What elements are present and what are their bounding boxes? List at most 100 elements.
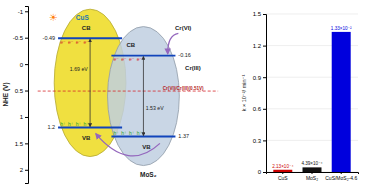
band-name: CB: [82, 25, 91, 31]
data-label: 1.33×10⁻²: [331, 26, 352, 31]
tick-mark: [25, 143, 28, 144]
tick-label: 2: [20, 167, 24, 173]
band-name: VB: [142, 144, 151, 150]
bar: [303, 167, 322, 172]
material-label: MoS₂: [140, 171, 157, 178]
grid: [266, 14, 358, 172]
electron: e⁻: [83, 39, 89, 45]
y-axis-title: NHE (V): [2, 82, 10, 106]
data-label: -0.49: [43, 35, 56, 41]
electron: e⁻: [68, 39, 74, 45]
plot-area: [273, 32, 350, 172]
tick-label: 1.5: [253, 11, 262, 17]
y-axis: -1 -0.5 0 0.5 1 1.5 2: [13, 7, 29, 184]
tick: 0: [258, 169, 266, 175]
gap-label: 1.53 eV: [146, 105, 164, 111]
tick-mark: [263, 77, 266, 78]
tick-mark: [25, 38, 28, 39]
data-label: 4.39×10⁻⁴: [301, 161, 322, 166]
tick-mark: [263, 14, 266, 15]
hole: h⁺: [129, 130, 135, 136]
tick: 1.5: [15, 141, 28, 147]
y-axis: 0 0.3 0.6 0.9 1.2 1.5: [253, 11, 267, 175]
tick-mark: [263, 46, 266, 47]
electron: e⁻: [114, 56, 120, 62]
tick-mark: [25, 64, 28, 65]
tick-mark: [263, 109, 266, 110]
band-name: VB: [82, 135, 91, 141]
tick: 1.2: [253, 43, 266, 49]
hole: h⁺: [76, 121, 82, 127]
transfer-arrow: [168, 33, 179, 53]
tick-mark: [263, 140, 266, 141]
gap-label: 1.69 eV: [70, 66, 88, 72]
tick-mark: [25, 170, 28, 171]
electron: e⁻: [121, 56, 127, 62]
data-label: -0.16: [178, 52, 191, 58]
tick-label: 1.2: [253, 43, 262, 49]
tick-label: 0: [258, 169, 262, 175]
tick-label: 0.3: [253, 138, 262, 144]
hole: h⁺: [83, 121, 89, 127]
electron: e⁻: [76, 39, 82, 45]
tick-mark: [25, 117, 28, 118]
tick-mark: [25, 91, 28, 92]
tick: 0.3: [253, 138, 266, 144]
tick-label: -0.5: [13, 35, 24, 41]
figure: -0.49 -0.16 1.2 1.37 CB CB VB VB e⁻ h⁺ e⁻ h⁺ e⁻ h⁺ e⁻ h…: [0, 0, 368, 189]
tick-label: 0.5: [15, 88, 24, 94]
chart-root: -0.49 -0.16 1.2 1.37 CB CB VB VB e⁻ h⁺ e⁻ h⁺ e⁻ h⁺ e⁻ h…: [0, 0, 368, 189]
hole: h⁺: [137, 130, 143, 136]
material-body: [108, 27, 180, 166]
tick: 1: [20, 114, 28, 120]
gap-arrow: [143, 57, 144, 136]
data-label: 1.2: [48, 124, 56, 130]
band-name: CB: [126, 42, 135, 48]
data-label: 2.13×10⁻⁴: [272, 164, 293, 169]
axis-line: [25, 7, 29, 184]
tick: 0: [20, 62, 28, 68]
data-label: 1.37: [178, 133, 189, 139]
tick-label: 1: [20, 114, 24, 120]
tick-mark: [25, 11, 28, 12]
tick-label: -1: [18, 9, 24, 15]
tick: 0.6: [253, 106, 266, 112]
gap-arrow: [90, 39, 91, 126]
sun: ☀: [49, 12, 58, 23]
tick-label: MoS₂: [306, 175, 318, 181]
hole: h⁺: [121, 130, 127, 136]
tick-mark: [263, 172, 266, 173]
tick-label: 0.6: [253, 106, 262, 112]
electron: e⁻: [60, 39, 66, 45]
bar: [332, 32, 351, 172]
species-label: Cr(III): [185, 65, 201, 71]
axis-line: [263, 15, 267, 173]
material-label: CuS: [76, 14, 90, 21]
tick: 0.9: [253, 75, 266, 81]
transfer-arrow: [96, 134, 160, 156]
hole: h⁺: [114, 130, 120, 136]
tick: CuS/MoS₂-4.6: [325, 172, 357, 181]
tick-label: 1.5: [15, 141, 24, 147]
electron: e⁻: [129, 56, 135, 62]
bar: [273, 170, 292, 172]
hole: h⁺: [68, 121, 74, 127]
species-label: Cr(VI): [175, 25, 191, 31]
tick-label: 0: [20, 62, 24, 68]
tick: 1.5: [253, 11, 266, 17]
tick: CuS: [278, 172, 288, 181]
tick: -0.5: [13, 35, 28, 41]
redox-label: Cr(VI)/Cr(III)(0.51V): [163, 86, 204, 91]
tick-label: 0.9: [253, 75, 262, 81]
y-axis-title: k × 10⁻²/ min⁻¹: [241, 75, 247, 112]
tick: 0.5: [15, 88, 28, 94]
tick-label: CuS/MoS₂-4.6: [325, 175, 357, 181]
labels: -0.49 -0.16 1.2 1.37 CB CB VB VB e⁻ h⁺ e⁻ h⁺ e⁻ h⁺ e⁻ h…: [43, 12, 204, 178]
labels: 2.13×10⁻⁴ 4.39×10⁻⁴ 1.33×10⁻²: [272, 26, 352, 169]
tick-label: CuS: [278, 175, 288, 181]
tick: 2: [20, 167, 28, 173]
tick: MoS₂: [306, 172, 318, 181]
hole: h⁺: [60, 121, 66, 127]
x-axis: CuS MoS₂ CuS/MoS₂-4.6: [267, 172, 359, 181]
tick: -1: [18, 9, 28, 15]
